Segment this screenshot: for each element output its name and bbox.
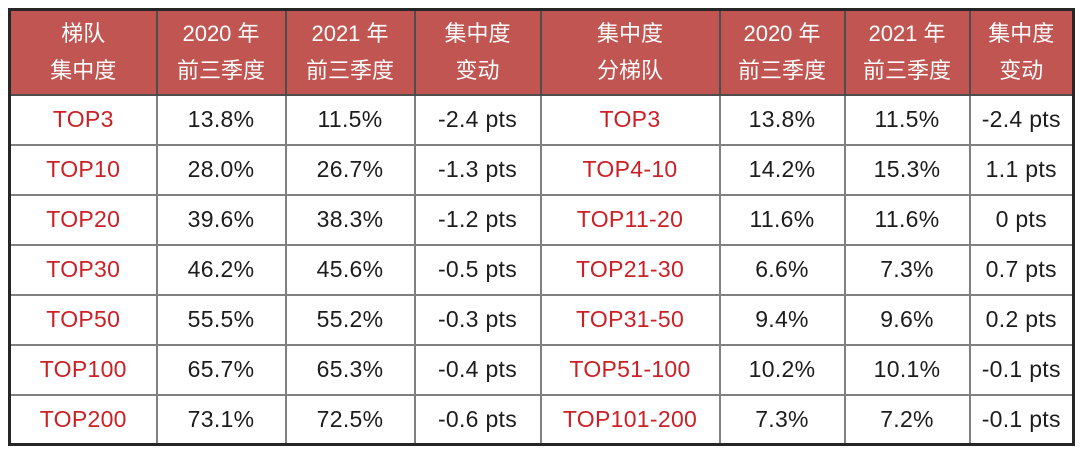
band-value-cell-2020: 13.8% (718, 93, 846, 146)
tier-cell: TOP10 (8, 143, 158, 196)
band-change-cell: 1.1 pts (968, 143, 1075, 196)
change-cell: -1.3 pts (413, 143, 542, 196)
header-cell-band-2020: 2020 年 前三季度 (718, 8, 846, 96)
header-label: 集中度 (596, 20, 663, 46)
table-row: TOP20 39.6% 38.3% -1.2 pts TOP11-20 11.6… (8, 193, 1075, 246)
value-cell-2020: 73.1% (155, 393, 287, 446)
band-tier-cell: TOP31-50 (539, 293, 721, 346)
header-label: 集中度 (988, 20, 1055, 46)
header-cell-band-tier: 集中度 分梯队 (539, 8, 721, 96)
header-cell-tier: 梯队 集中度 (8, 8, 158, 96)
tier-cell: TOP3 (8, 93, 158, 146)
change-cell: -0.3 pts (413, 293, 542, 346)
band-tier-cell: TOP3 (539, 93, 721, 146)
header-row: 梯队 集中度 2020 年 前三季度 2021 年 前三季度 集中度 变动 集中… (8, 8, 1075, 96)
change-cell: -0.6 pts (413, 393, 542, 446)
band-value-cell-2020: 10.2% (718, 343, 846, 396)
header-label: 2021 年 (868, 20, 946, 46)
table-row: TOP10 28.0% 26.7% -1.3 pts TOP4-10 14.2%… (8, 143, 1075, 196)
band-value-cell-2021: 10.1% (843, 343, 971, 396)
band-value-cell-2021: 11.6% (843, 193, 971, 246)
concentration-table-container: 梯队 集中度 2020 年 前三季度 2021 年 前三季度 集中度 变动 集中… (8, 8, 1075, 446)
header-label: 变动 (455, 57, 500, 83)
tier-cell: TOP200 (8, 393, 158, 446)
table-row: TOP30 46.2% 45.6% -0.5 pts TOP21-30 6.6%… (8, 243, 1075, 296)
value-cell-2020: 46.2% (155, 243, 287, 296)
band-value-cell-2021: 7.3% (843, 243, 971, 296)
band-value-cell-2021: 7.2% (843, 393, 971, 446)
header-cell-change: 集中度 变动 (413, 8, 542, 96)
header-label: 分梯队 (596, 57, 663, 83)
value-cell-2021: 38.3% (284, 193, 416, 246)
band-tier-cell: TOP51-100 (539, 343, 721, 396)
band-value-cell-2020: 11.6% (718, 193, 846, 246)
header-label: 前三季度 (862, 57, 951, 83)
value-cell-2021: 26.7% (284, 143, 416, 196)
band-change-cell: -0.1 pts (968, 343, 1075, 396)
value-cell-2021: 65.3% (284, 343, 416, 396)
tier-cell: TOP30 (8, 243, 158, 296)
band-tier-cell: TOP11-20 (539, 193, 721, 246)
table-header: 梯队 集中度 2020 年 前三季度 2021 年 前三季度 集中度 变动 集中… (8, 8, 1075, 96)
header-label: 集中度 (50, 57, 117, 83)
band-value-cell-2020: 14.2% (718, 143, 846, 196)
change-cell: -2.4 pts (413, 93, 542, 146)
band-tier-cell: TOP101-200 (539, 393, 721, 446)
concentration-table: 梯队 集中度 2020 年 前三季度 2021 年 前三季度 集中度 变动 集中… (8, 8, 1075, 446)
tier-cell: TOP20 (8, 193, 158, 246)
header-label: 2020 年 (743, 20, 821, 46)
change-cell: -0.5 pts (413, 243, 542, 296)
tier-cell: TOP50 (8, 293, 158, 346)
value-cell-2020: 39.6% (155, 193, 287, 246)
header-cell-2020: 2020 年 前三季度 (155, 8, 287, 96)
value-cell-2020: 13.8% (155, 93, 287, 146)
band-value-cell-2021: 15.3% (843, 143, 971, 196)
header-label: 2020 年 (182, 20, 260, 46)
band-change-cell: 0 pts (968, 193, 1075, 246)
value-cell-2021: 55.2% (284, 293, 416, 346)
table-body: TOP3 13.8% 11.5% -2.4 pts TOP3 13.8% 11.… (8, 93, 1075, 446)
table-row: TOP50 55.5% 55.2% -0.3 pts TOP31-50 9.4%… (8, 293, 1075, 346)
band-value-cell-2020: 7.3% (718, 393, 846, 446)
table-row: TOP200 73.1% 72.5% -0.6 pts TOP101-200 7… (8, 393, 1075, 446)
header-cell-2021: 2021 年 前三季度 (284, 8, 416, 96)
table-row: TOP100 65.7% 65.3% -0.4 pts TOP51-100 10… (8, 343, 1075, 396)
band-value-cell-2020: 6.6% (718, 243, 846, 296)
tier-cell: TOP100 (8, 343, 158, 396)
header-cell-band-change: 集中度 变动 (968, 8, 1075, 96)
band-change-cell: 0.7 pts (968, 243, 1075, 296)
change-cell: -0.4 pts (413, 343, 542, 396)
header-label: 2021 年 (311, 20, 389, 46)
value-cell-2021: 11.5% (284, 93, 416, 146)
header-label: 集中度 (444, 20, 511, 46)
band-value-cell-2021: 11.5% (843, 93, 971, 146)
header-label: 前三季度 (737, 57, 826, 83)
header-cell-band-2021: 2021 年 前三季度 (843, 8, 971, 96)
band-value-cell-2020: 9.4% (718, 293, 846, 346)
band-change-cell: -2.4 pts (968, 93, 1075, 146)
value-cell-2020: 55.5% (155, 293, 287, 346)
value-cell-2021: 72.5% (284, 393, 416, 446)
band-change-cell: 0.2 pts (968, 293, 1075, 346)
header-label: 前三季度 (176, 57, 265, 83)
band-tier-cell: TOP21-30 (539, 243, 721, 296)
header-label: 变动 (999, 57, 1044, 83)
value-cell-2020: 28.0% (155, 143, 287, 196)
band-value-cell-2021: 9.6% (843, 293, 971, 346)
header-label: 前三季度 (305, 57, 394, 83)
table-row: TOP3 13.8% 11.5% -2.4 pts TOP3 13.8% 11.… (8, 93, 1075, 146)
change-cell: -1.2 pts (413, 193, 542, 246)
value-cell-2020: 65.7% (155, 343, 287, 396)
header-label: 梯队 (61, 20, 106, 46)
band-tier-cell: TOP4-10 (539, 143, 721, 196)
band-change-cell: -0.1 pts (968, 393, 1075, 446)
value-cell-2021: 45.6% (284, 243, 416, 296)
